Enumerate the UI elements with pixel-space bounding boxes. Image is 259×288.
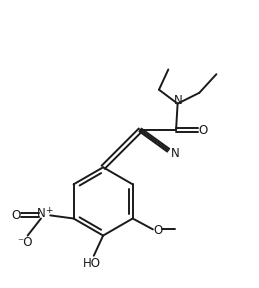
Text: HO: HO: [83, 257, 101, 270]
Text: +: +: [45, 206, 52, 215]
Text: N: N: [174, 94, 183, 107]
Text: ⁻O: ⁻O: [17, 236, 33, 249]
Text: O: O: [11, 209, 20, 222]
Text: N: N: [37, 207, 46, 220]
Text: O: O: [199, 124, 208, 137]
Text: N: N: [171, 147, 179, 160]
Text: O: O: [153, 224, 162, 237]
